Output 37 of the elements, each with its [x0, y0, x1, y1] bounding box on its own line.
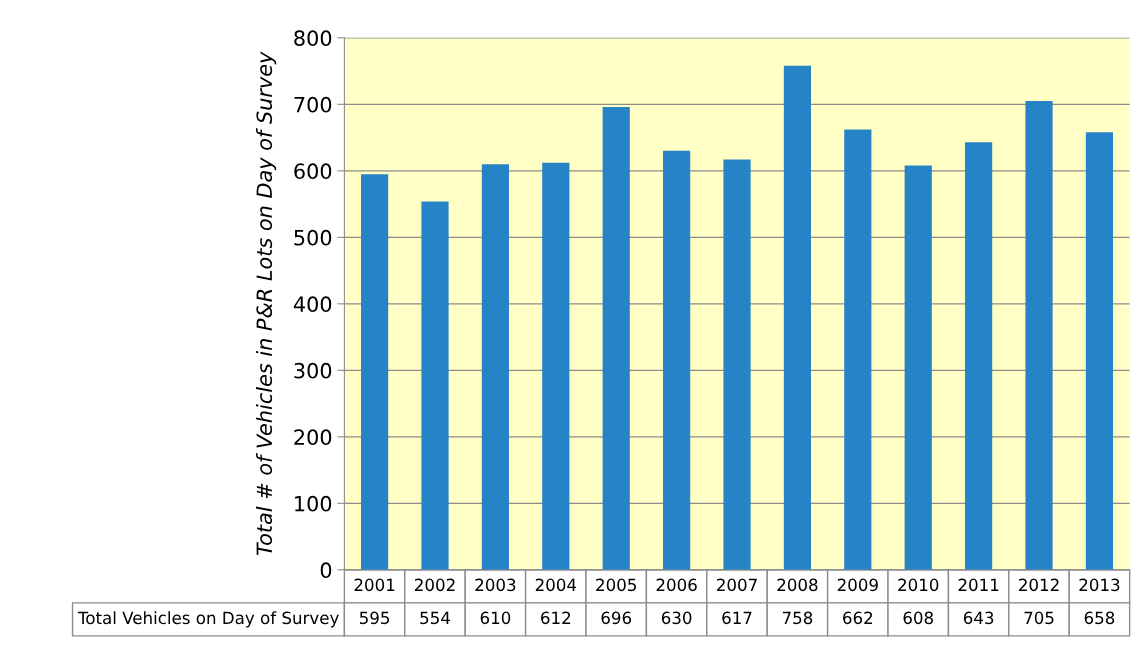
data-label: 658	[1084, 611, 1115, 625]
y-tick-label: 600	[294, 163, 332, 180]
x-tick-label: 2007	[717, 578, 757, 592]
data-label: 662	[843, 611, 873, 625]
data-label: 612	[541, 611, 571, 625]
data-label: 617	[722, 611, 752, 625]
x-tick-label: 2001	[354, 578, 395, 592]
data-label: 696	[601, 611, 632, 625]
data-label: 610	[480, 611, 511, 625]
y-tick-label: 400	[293, 296, 332, 313]
x-tick-label: 2004	[535, 578, 577, 592]
x-tick-label: 2011	[958, 578, 999, 592]
x-tick-label: 2003	[475, 578, 516, 592]
data-label: 705	[1024, 611, 1054, 625]
x-tick-label: 2006	[656, 578, 697, 592]
y-tick-label: 300	[294, 362, 332, 379]
text: Total Vehicles on Day of Survey	[77, 611, 339, 628]
x-tick-label: 2002	[415, 578, 455, 592]
data-label: 608	[903, 611, 933, 625]
x-tick-label: 2008	[777, 578, 818, 592]
y-axis-title: Total # of Vehicles in P&R Lots on Day of Survey	[256, 51, 277, 556]
data-label: 643	[963, 611, 994, 625]
y-tick-label: 200	[294, 429, 332, 446]
data-label: 630	[661, 611, 692, 625]
y-tick-label: 500	[294, 229, 332, 246]
y-tick-label: 0	[320, 562, 332, 579]
y-tick-label: 800	[294, 30, 332, 47]
data-label: 554	[420, 611, 450, 625]
x-tick-label: 2005	[596, 578, 636, 592]
x-tick-label: 2010	[898, 578, 939, 592]
y-tick-label: 100	[295, 495, 332, 512]
data-label: 595	[359, 611, 390, 625]
x-tick-label: 2012	[1019, 578, 1059, 592]
data-label: 758	[782, 611, 813, 625]
x-tick-label: 2009	[837, 578, 878, 592]
y-tick-label: 700	[294, 96, 332, 113]
x-tick-label: 2013	[1079, 578, 1120, 592]
